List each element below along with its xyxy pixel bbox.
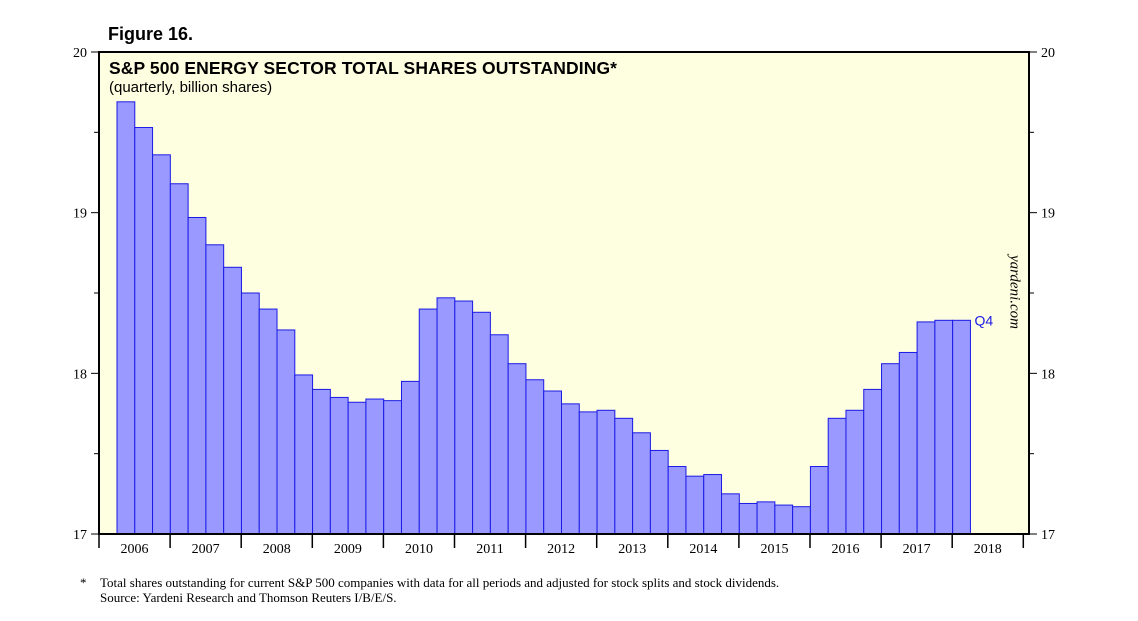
- bar: [685, 475, 705, 535]
- x-tick-label: 2013: [618, 542, 646, 557]
- bar: [223, 266, 242, 535]
- y-tick-label-right: 20: [1041, 46, 1055, 61]
- last-quarter-annotation: Q4: [974, 312, 993, 328]
- bar: [649, 449, 669, 535]
- bar: [881, 363, 900, 535]
- y-tick-label-left: 18: [73, 367, 87, 382]
- bar: [169, 183, 189, 535]
- bar: [774, 504, 794, 535]
- bar: [596, 409, 616, 535]
- bar: [934, 319, 954, 535]
- bar: [312, 388, 331, 535]
- bar: [436, 297, 456, 535]
- bar: [329, 396, 349, 535]
- bar: [578, 411, 598, 535]
- bar: [809, 466, 829, 535]
- bar: [400, 380, 420, 535]
- bar: [898, 351, 918, 535]
- bar: [152, 154, 171, 535]
- y-tick-label-right: 19: [1041, 207, 1055, 222]
- chart-subtitle: (quarterly, billion shares): [109, 79, 273, 96]
- x-tick-label: 2009: [334, 542, 362, 557]
- bar: [916, 321, 936, 535]
- footnote-marker: *: [80, 575, 87, 590]
- x-tick-label: 2017: [903, 542, 931, 557]
- bar: [614, 417, 634, 535]
- bar: [383, 400, 402, 535]
- chart-title: S&P 500 ENERGY SECTOR TOTAL SHARES OUTST…: [109, 58, 618, 78]
- bar: [738, 502, 758, 535]
- y-tick-label-left: 17: [73, 528, 87, 543]
- footnote: * Total shares outstanding for current S&…: [80, 575, 779, 605]
- footnote-line-1: * Total shares outstanding for current S&…: [80, 575, 779, 590]
- bar: [756, 501, 776, 535]
- footnote-text: Total shares outstanding for current S&P…: [100, 575, 780, 590]
- x-tick-label: 2015: [760, 542, 788, 557]
- y-tick-label-left: 20: [73, 46, 87, 61]
- x-tick-label: 2008: [263, 542, 291, 557]
- bar: [240, 292, 260, 535]
- bar: [347, 401, 367, 535]
- bar: [792, 506, 811, 535]
- bar: [116, 101, 136, 535]
- x-tick-label: 2012: [547, 542, 575, 557]
- bar: [507, 363, 527, 535]
- bar: [632, 432, 651, 535]
- bar: [205, 244, 225, 535]
- footnote-source: Source: Yardeni Research and Thomson Reu…: [100, 590, 397, 605]
- bar: [489, 334, 509, 535]
- y-tick-label-right: 18: [1041, 367, 1055, 382]
- bar: [472, 311, 491, 535]
- bar: [187, 216, 207, 535]
- bar: [418, 308, 438, 535]
- bar: [863, 388, 883, 535]
- bar: [667, 466, 687, 535]
- bar: [258, 308, 278, 535]
- bar: [952, 319, 971, 535]
- x-tick-label: 2006: [121, 542, 149, 557]
- y-tick-label-left: 19: [73, 207, 87, 222]
- bar: [721, 493, 740, 535]
- x-tick-label: 2016: [832, 542, 860, 557]
- bar: [703, 474, 723, 535]
- bar: [365, 398, 385, 535]
- x-tick-label: 2007: [192, 542, 220, 557]
- x-tick-label: 2014: [689, 542, 717, 557]
- figure-label: Figure 16.: [108, 24, 194, 44]
- bar: [276, 329, 296, 535]
- x-tick-label: 2011: [476, 542, 503, 557]
- bar: [845, 409, 865, 535]
- bar: [827, 417, 847, 535]
- watermark-text: yardeni.com: [1006, 254, 1023, 330]
- bar: [294, 374, 314, 535]
- bar: [134, 127, 154, 535]
- x-tick-label: 2018: [974, 542, 1002, 557]
- bar: [561, 403, 580, 535]
- x-tick-label: 2010: [405, 542, 433, 557]
- bar: [543, 390, 562, 535]
- bar: [525, 379, 545, 535]
- y-tick-label-right: 17: [1041, 528, 1055, 543]
- bar: [454, 300, 474, 535]
